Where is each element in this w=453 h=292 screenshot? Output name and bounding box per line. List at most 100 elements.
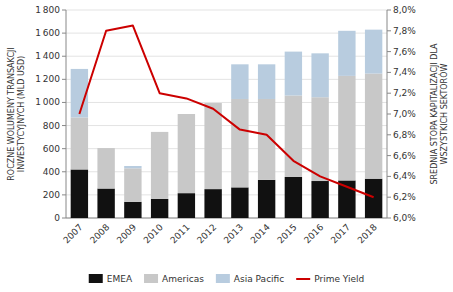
bar (231, 64, 248, 99)
y2-tick (387, 197, 391, 198)
y-tick (62, 79, 66, 80)
legend-swatch (216, 274, 230, 283)
y2-axis-title-line: WSZYSTKICH SEKTORÓW (438, 64, 449, 165)
y2-tick-label: 6,8% (393, 130, 416, 140)
grid-line (66, 10, 387, 11)
x-tick-label: 2007 (61, 222, 84, 245)
bar (178, 114, 195, 193)
bar (124, 168, 141, 202)
legend-item: EMEA (89, 274, 133, 284)
y-tick (62, 33, 66, 34)
legend: EMEA Americas Asia Pacific Prime Yield (89, 274, 365, 284)
bar (258, 180, 275, 218)
legend-swatch (89, 274, 103, 283)
grid (66, 10, 387, 218)
y2-tick-label: 7,0% (393, 109, 416, 119)
plot-area (71, 26, 383, 218)
y-tick (62, 148, 66, 149)
x-tick-label: 2012 (195, 222, 218, 245)
y-axis-line (66, 10, 67, 218)
bar (311, 53, 328, 97)
legend-item: Americas (144, 274, 204, 284)
legend-swatch (144, 274, 158, 283)
legend-label: Prime Yield (314, 274, 364, 284)
bar (311, 181, 328, 218)
y2-tick-label: 6,6% (393, 151, 416, 161)
axes: 0 200 400 600 800 1 000 1 200 1 400 1 600 1 800 6,… (35, 5, 416, 245)
y-tick-label: 600 (43, 144, 60, 154)
bar (71, 169, 88, 218)
bar (71, 117, 88, 169)
line (79, 26, 373, 198)
bar (338, 76, 355, 181)
y2-tick (387, 134, 391, 135)
x-tick-label: 2011 (168, 222, 191, 245)
y2-tick (387, 30, 391, 31)
y-tick-label: 1 600 (35, 28, 60, 38)
y-tick (62, 56, 66, 57)
bar-series (71, 30, 383, 169)
y-axis-title-line: ROCZNE WOLUMENY TRANSAKCJI (7, 47, 16, 180)
x-tick-label: 2008 (88, 222, 111, 245)
y2-axis-title-line: SREDNIA STOPA KAPITALIZACJI DLA (430, 43, 439, 185)
x-tick-label: 2014 (249, 222, 272, 245)
x-tick-label: 2009 (115, 222, 138, 245)
x-tick-label: 2018 (356, 222, 379, 245)
y2-tick (387, 72, 391, 73)
y-axis-title: ROCZNE WOLUMENY TRANSAKCJIINWESTYCYJNYCH… (7, 47, 26, 180)
bar (338, 31, 355, 76)
x-tick-label: 2017 (329, 222, 352, 245)
bar (258, 64, 275, 99)
x-tick-label: 2013 (222, 222, 245, 245)
y2-tick-label: 8,0% (393, 5, 416, 15)
bar (311, 97, 328, 181)
chart: 0 200 400 600 800 1 000 1 200 1 400 1 600 1 800 6,… (0, 0, 453, 292)
y2-tick-label: 7,4% (393, 67, 416, 77)
bar (204, 103, 221, 189)
y2-tick-label: 6,0% (393, 213, 416, 223)
bar (97, 148, 114, 188)
bar (178, 114, 195, 115)
y-tick-label: 200 (43, 190, 60, 200)
bar (365, 30, 382, 74)
y-tick-label: 1 000 (35, 97, 60, 107)
y-tick-label: 0 (54, 213, 60, 223)
y-tick (62, 194, 66, 195)
y2-tick (387, 155, 391, 156)
y2-tick-label: 6,2% (393, 192, 416, 202)
y2-tick-label: 7,6% (393, 47, 416, 57)
y-tick (62, 171, 66, 172)
y-tick (62, 218, 66, 219)
y-tick-label: 800 (43, 121, 60, 131)
y2-tick-label: 7,2% (393, 88, 416, 98)
legend-label: Americas (162, 274, 204, 284)
bar (285, 177, 302, 218)
x-tick-label: 2015 (275, 222, 298, 245)
bar-series (71, 169, 383, 218)
bar (151, 131, 168, 132)
y-tick-label: 1 200 (35, 74, 60, 84)
y-tick (62, 125, 66, 126)
y-tick-label: 1 800 (35, 5, 60, 15)
y2-tick (387, 176, 391, 177)
y2-tick (387, 10, 391, 11)
legend-label: EMEA (107, 274, 133, 284)
y2-tick (387, 93, 391, 94)
x-tick-label: 2010 (142, 222, 165, 245)
legend-item: Prime Yield (296, 274, 364, 284)
y2-tick-label: 6,4% (393, 171, 416, 181)
y2-axis-line (387, 10, 388, 218)
bar (124, 166, 141, 168)
y-tick-label: 1 400 (35, 51, 60, 61)
bar (365, 74, 382, 179)
y2-tick-label: 7,8% (393, 26, 416, 36)
bar (178, 193, 195, 218)
legend-label: Asia Pacific (234, 274, 284, 284)
bar (97, 148, 114, 149)
bar (204, 103, 221, 104)
y2-tick (387, 51, 391, 52)
y-tick-label: 400 (43, 167, 60, 177)
legend-item: Asia Pacific (216, 274, 284, 284)
y2-tick (387, 218, 391, 219)
bar (97, 189, 114, 218)
